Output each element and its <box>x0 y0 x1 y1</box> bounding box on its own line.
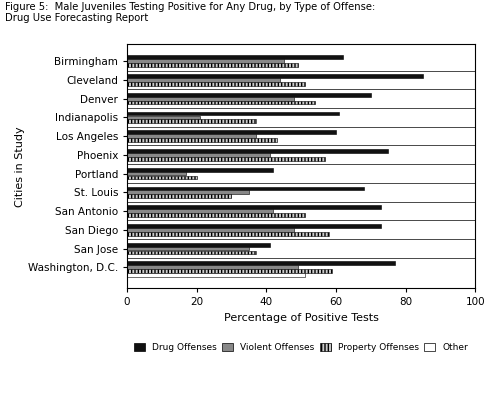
Bar <box>127 224 381 228</box>
Text: Drug Use Forecasting Report: Drug Use Forecasting Report <box>5 13 148 23</box>
Bar <box>127 97 294 100</box>
Bar <box>127 269 332 273</box>
Bar <box>127 262 395 265</box>
Bar <box>127 134 256 138</box>
Bar <box>127 59 284 63</box>
Bar <box>127 176 196 179</box>
Bar <box>127 247 249 250</box>
Bar <box>127 115 200 119</box>
Bar <box>127 213 304 217</box>
Bar <box>127 265 298 269</box>
Bar <box>127 78 280 82</box>
Bar <box>127 191 249 194</box>
Bar <box>127 186 364 190</box>
Text: Figure 5:  Male Juveniles Testing Positive for Any Drug, by Type of Offense:: Figure 5: Male Juveniles Testing Positiv… <box>5 2 375 12</box>
Bar <box>127 93 370 97</box>
Bar <box>127 55 343 59</box>
Bar <box>127 251 256 255</box>
Bar <box>127 194 232 198</box>
Bar <box>127 112 340 115</box>
Bar <box>127 74 423 78</box>
Legend: Drug Offenses, Violent Offenses, Property Offenses, Other: Drug Offenses, Violent Offenses, Propert… <box>134 343 468 352</box>
Bar <box>127 63 298 67</box>
Bar <box>127 101 315 104</box>
Y-axis label: Cities in Study: Cities in Study <box>15 126 25 206</box>
Bar <box>127 82 304 86</box>
Bar <box>127 153 270 157</box>
X-axis label: Percentage of Positive Tests: Percentage of Positive Tests <box>224 313 378 323</box>
Bar <box>127 228 294 232</box>
Bar <box>127 209 274 213</box>
Bar <box>127 157 326 161</box>
Bar <box>127 232 329 236</box>
Bar <box>127 138 277 142</box>
Bar <box>127 243 270 247</box>
Bar <box>127 172 186 176</box>
Bar <box>127 168 274 171</box>
Bar <box>127 120 256 123</box>
Bar <box>127 205 381 209</box>
Bar <box>127 273 304 277</box>
Bar <box>127 149 388 153</box>
Bar <box>127 130 336 134</box>
